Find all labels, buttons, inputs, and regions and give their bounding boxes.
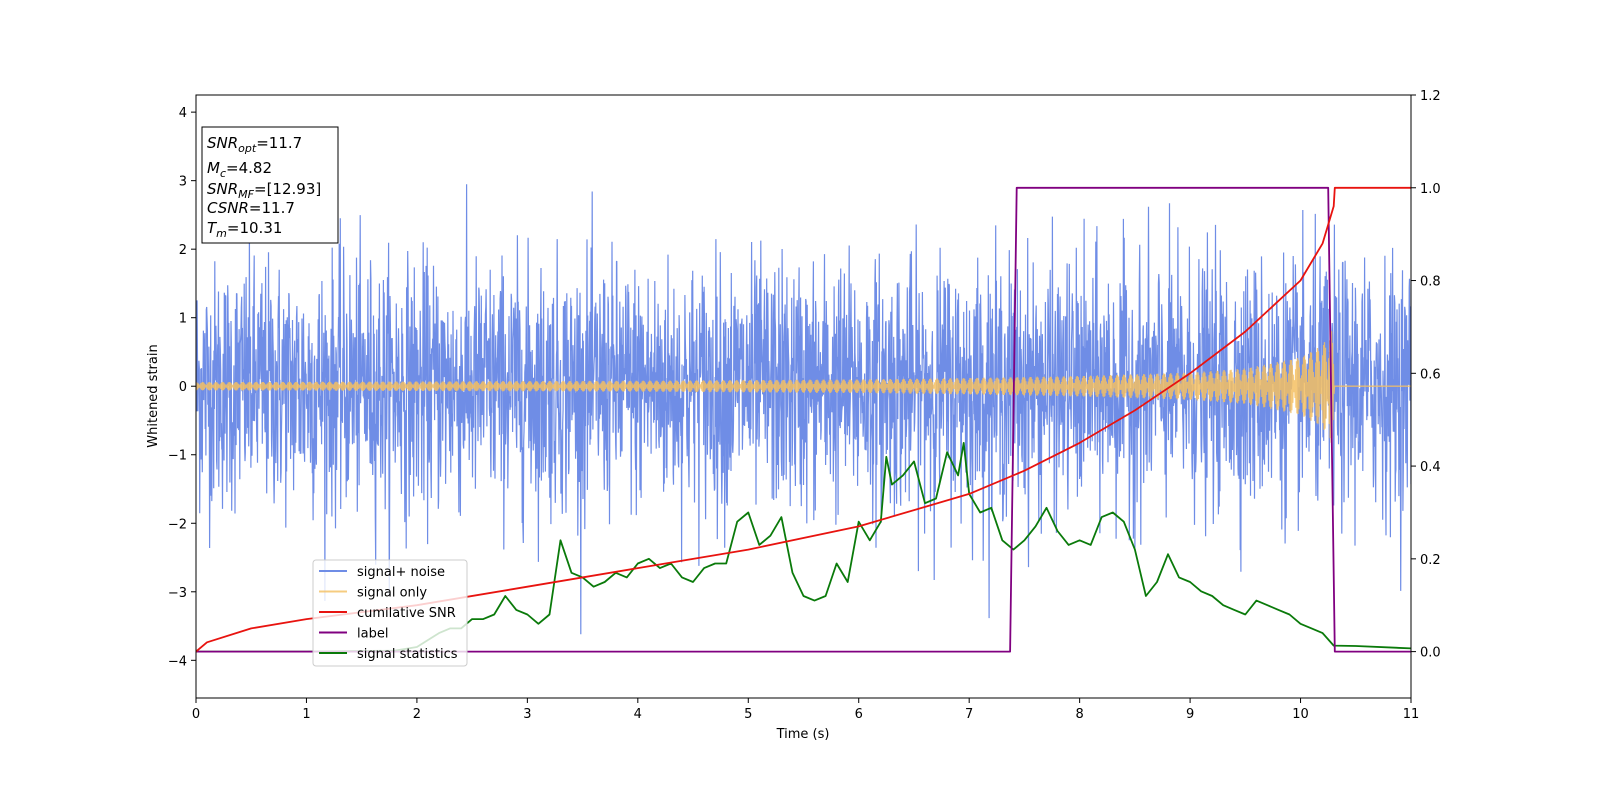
y2-tick-label: 0.0	[1420, 646, 1441, 661]
x-axis: 0 1 2 3 4 5 6 7 8 9 10 11	[192, 698, 1419, 722]
x-tick-label: 5	[744, 707, 752, 722]
y-axis-label: Whitened strain	[146, 344, 161, 447]
y-tick-label: 0	[179, 380, 187, 395]
info-box-line: SNRMF=[12.93]	[207, 180, 321, 201]
series-signal-statistics	[196, 442, 1411, 653]
x-axis-label: Time (s)	[776, 727, 830, 742]
y-axis-right: 0.0 0.2 0.4 0.6 0.8 1.0 1.2	[1411, 89, 1441, 661]
y2-tick-label: 1.0	[1420, 182, 1441, 197]
y-tick-label: 3	[179, 175, 187, 190]
info-box-line: Tm=10.31	[207, 219, 282, 240]
y2-tick-label: 1.2	[1420, 89, 1441, 104]
y2-tick-label: 0.4	[1420, 460, 1441, 475]
y2-tick-label: 0.6	[1420, 367, 1441, 382]
legend-signal-only-text: signal only	[357, 586, 427, 601]
y2-tick-label: 0.2	[1420, 553, 1441, 568]
info-box-line: SNRopt=11.7	[207, 134, 302, 155]
x-tick-label: 0	[192, 707, 200, 722]
legend-signal-statistics-text: signal statistics	[357, 647, 458, 662]
legend-frame	[312, 559, 468, 667]
info-box: SNRopt=11.7 Mc=4.82SNRMF=[12.93]CSNR=11.7…	[201, 126, 339, 244]
x-tick-label: 4	[634, 707, 642, 722]
legend-cumulative-snr-text: cumilative SNR	[357, 606, 456, 621]
info-box-line: Mc=4.82	[207, 159, 272, 180]
legend-signal-noise-text: signal+ noise	[357, 565, 445, 580]
legend: signal+ noise signal only cumilative SNR la…	[312, 559, 468, 667]
y-axis-left: −4 −3 −2 −1 0 1 2 3 4	[168, 106, 196, 669]
info-box-line: CSNR=11.7	[207, 199, 295, 217]
legend-label-text: label	[357, 627, 388, 642]
x-tick-label: 6	[855, 707, 863, 722]
series-label	[196, 186, 1411, 653]
y2-tick-label: 0.8	[1420, 275, 1441, 290]
x-tick-label: 7	[965, 707, 973, 722]
series-signal-only	[196, 330, 1411, 443]
axes-frame	[195, 94, 1412, 699]
y-tick-label: −1	[168, 449, 187, 464]
x-tick-label: 2	[413, 707, 421, 722]
y-tick-label: 1	[179, 312, 187, 327]
x-tick-label: 3	[523, 707, 531, 722]
y-tick-label: −2	[168, 517, 187, 532]
x-tick-label: 9	[1186, 707, 1194, 722]
y-tick-label: 4	[179, 106, 187, 121]
x-tick-label: 8	[1075, 707, 1083, 722]
y-tick-label: −3	[168, 586, 187, 601]
y-tick-label: 2	[179, 243, 187, 258]
x-tick-label: 1	[302, 707, 310, 722]
x-tick-label: 10	[1292, 707, 1309, 722]
y-tick-label: −4	[168, 654, 187, 669]
x-tick-label: 11	[1403, 707, 1420, 722]
info-box-frame	[201, 126, 339, 244]
